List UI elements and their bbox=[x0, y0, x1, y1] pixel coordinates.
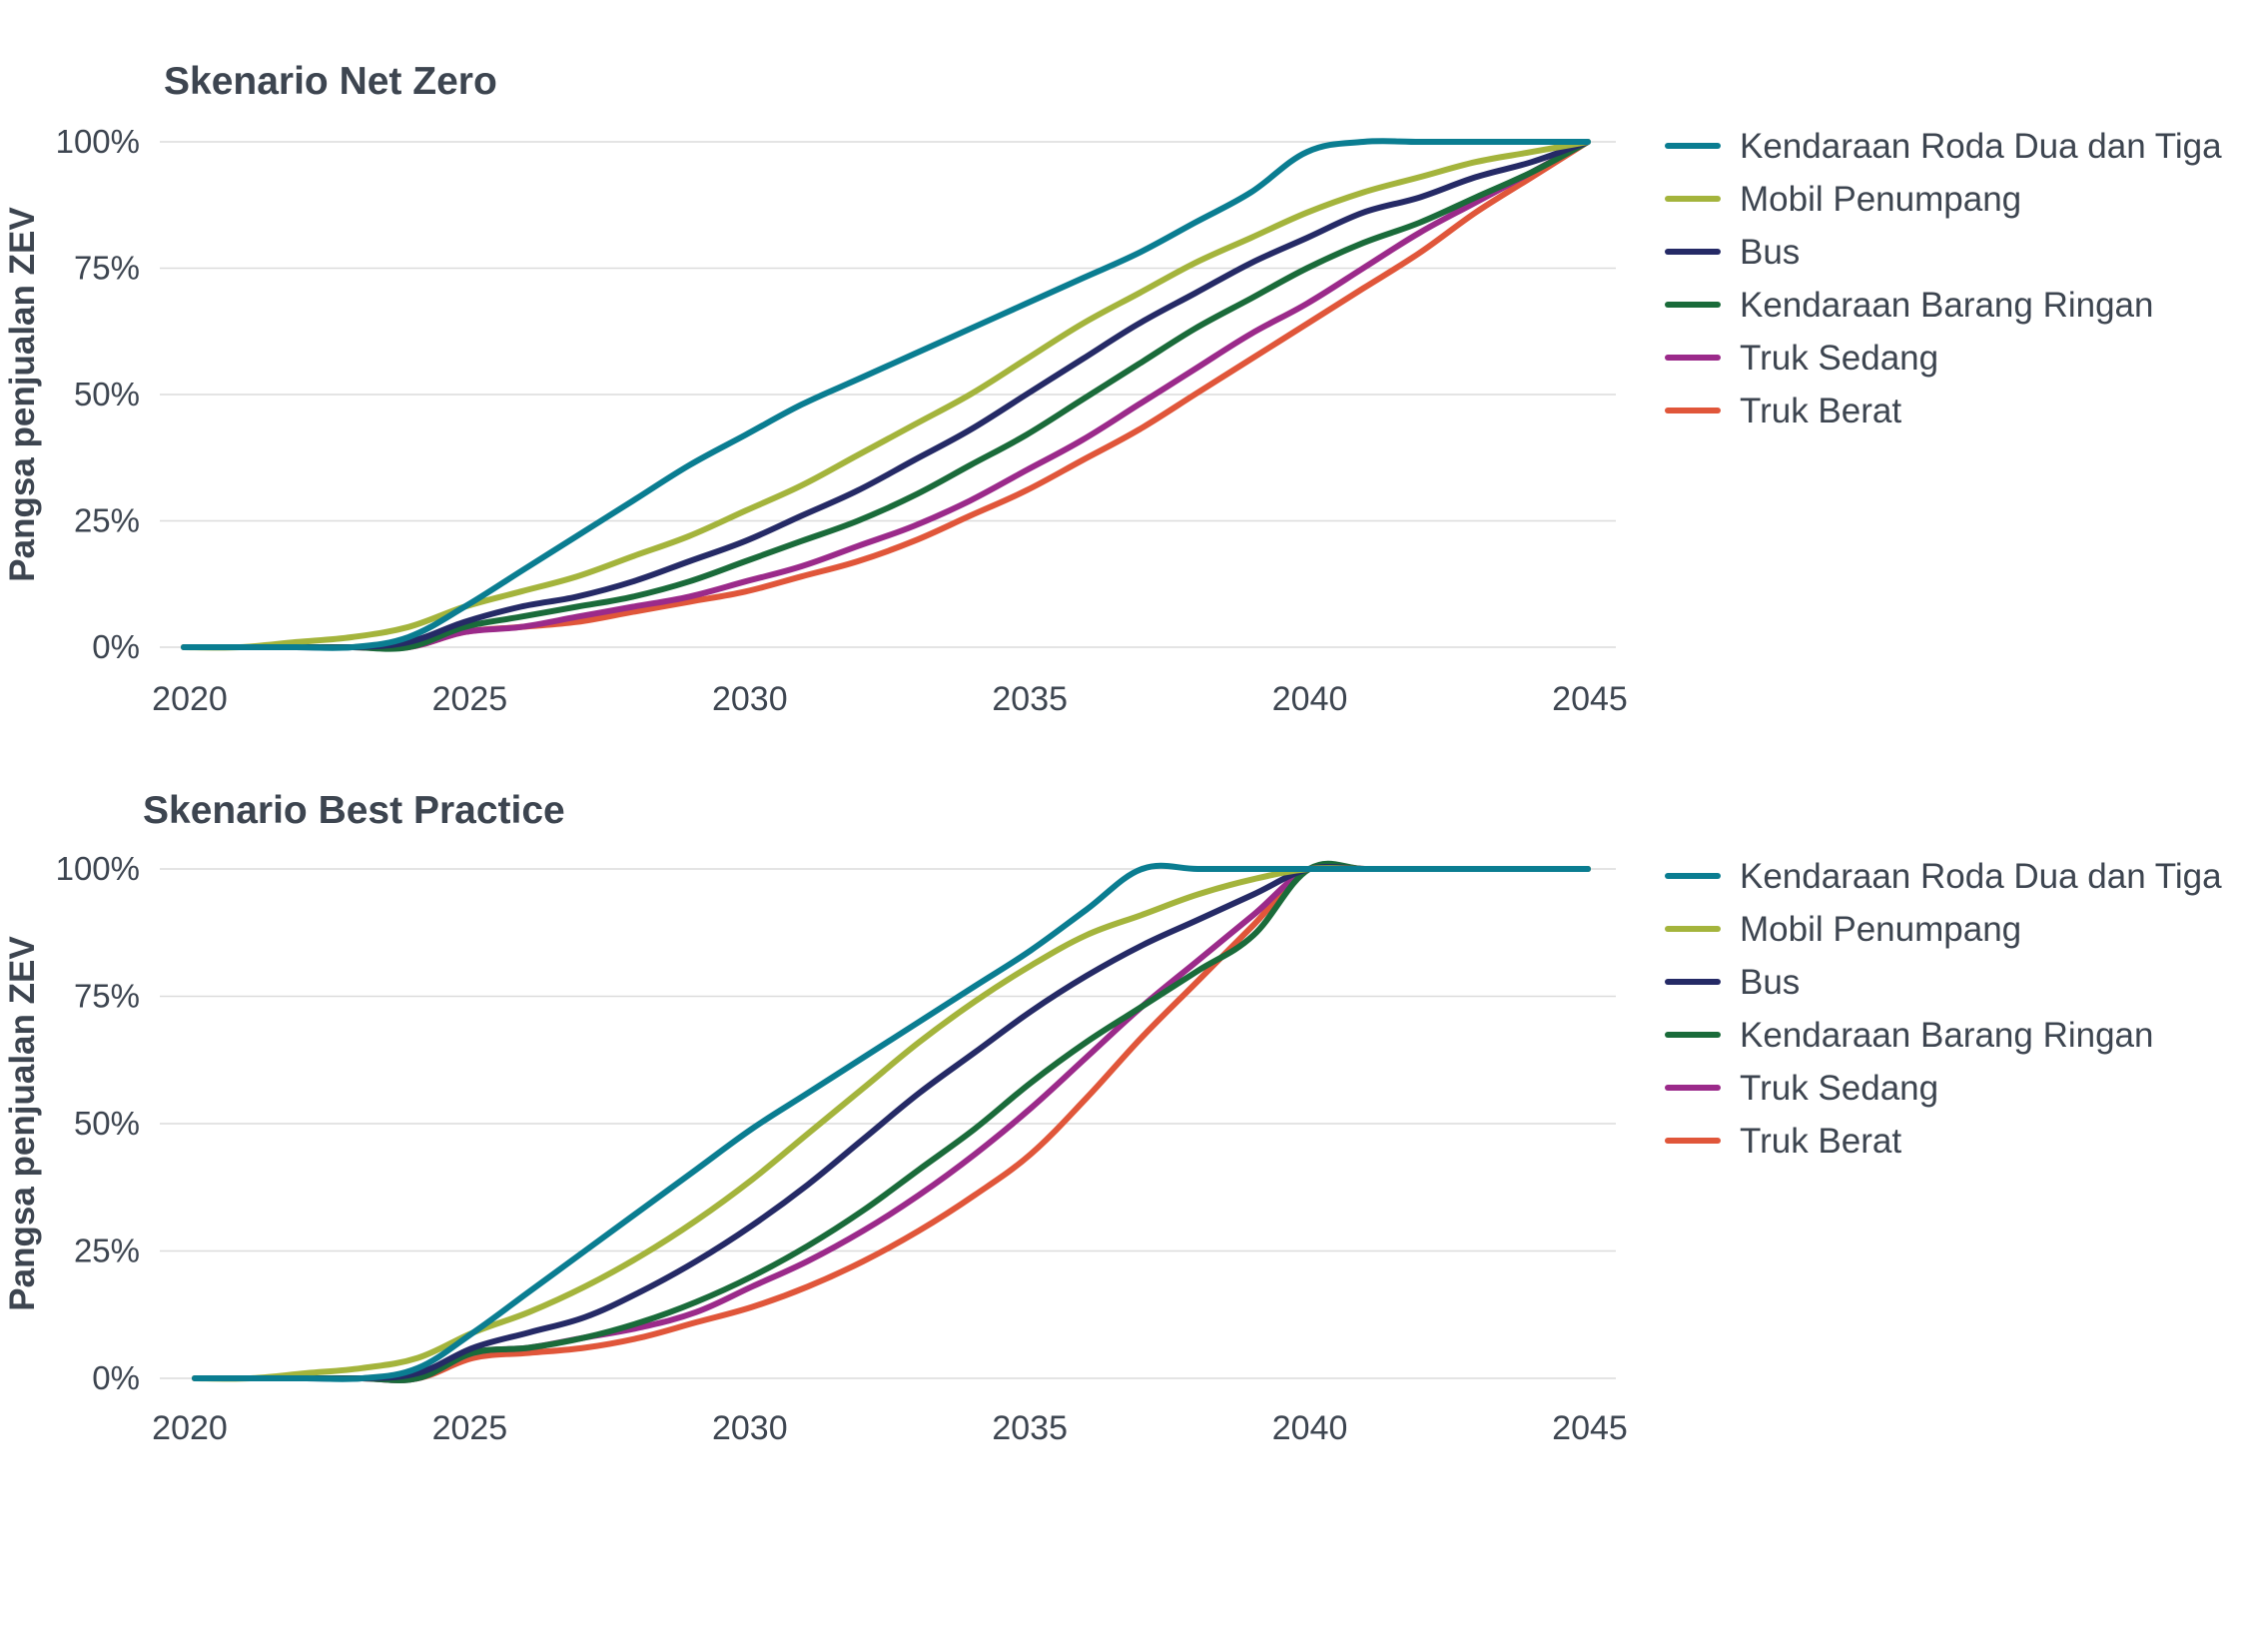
y-tick-label: 50% bbox=[74, 1105, 140, 1142]
x-tick-label: 2035 bbox=[992, 680, 1068, 718]
x-tick-label: 2020 bbox=[152, 1409, 228, 1447]
legend-label: Mobil Penumpang bbox=[1740, 180, 2021, 219]
legend-label: Kendaraan Roda Dua dan Tiga bbox=[1740, 857, 2222, 896]
legend-item: Kendaraan Barang Ringan bbox=[1665, 286, 2153, 325]
x-tick-label: 2040 bbox=[1272, 1409, 1348, 1447]
y-tick-label: 25% bbox=[74, 502, 140, 539]
series-line-3 bbox=[192, 863, 1591, 1382]
legend-item: Mobil Penumpang bbox=[1665, 180, 2021, 219]
legend-item: Kendaraan Roda Dua dan Tiga bbox=[1665, 127, 2222, 166]
series-line-6 bbox=[192, 861, 1591, 1383]
chart-title: Skenario Best Practice bbox=[143, 789, 565, 832]
series-line-1 bbox=[192, 862, 1591, 1382]
series-line-1 bbox=[181, 138, 1591, 651]
legend-item: Truk Berat bbox=[1665, 1122, 1901, 1161]
series-line-4 bbox=[181, 139, 1591, 652]
series-line-3 bbox=[181, 139, 1591, 651]
y-tick-label: 100% bbox=[56, 850, 140, 887]
legend-label: Truk Sedang bbox=[1740, 1069, 1938, 1108]
x-tick-label: 2030 bbox=[712, 1409, 788, 1447]
y-tick-label: 50% bbox=[74, 376, 140, 413]
chart-title: Skenario Net Zero bbox=[164, 60, 497, 103]
x-tick-label: 2025 bbox=[432, 680, 508, 718]
legend-item: Kendaraan Barang Ringan bbox=[1665, 1016, 2153, 1055]
legend-item: Truk Sedang bbox=[1665, 339, 1938, 378]
y-tick-label: 0% bbox=[92, 628, 140, 665]
y-tick-label: 0% bbox=[92, 1359, 140, 1396]
series-line-2 bbox=[181, 139, 1591, 651]
y-axis-title: Pangsa penjualan ZEV bbox=[3, 936, 42, 1311]
legend-label: Truk Berat bbox=[1740, 392, 1901, 430]
legend-item: Kendaraan Roda Dua dan Tiga bbox=[1665, 857, 2222, 896]
y-tick-label: 75% bbox=[74, 250, 140, 287]
series-line-5 bbox=[192, 862, 1591, 1384]
legend-label: Kendaraan Barang Ringan bbox=[1740, 286, 2153, 325]
x-tick-label: 2045 bbox=[1552, 1409, 1628, 1447]
legend-label: Bus bbox=[1740, 963, 1800, 1002]
x-tick-label: 2020 bbox=[152, 680, 228, 718]
legend-item: Mobil Penumpang bbox=[1665, 910, 2021, 949]
legend-item: Truk Berat bbox=[1665, 392, 1901, 430]
legend-item: Bus bbox=[1665, 963, 1800, 1002]
series-line-4 bbox=[192, 860, 1591, 1384]
chart-panel-2: Skenario Best Practice Pangsa penjualan Z… bbox=[3, 789, 2222, 1447]
legend-label: Truk Sedang bbox=[1740, 339, 1938, 378]
legend-label: Truk Berat bbox=[1740, 1122, 1901, 1161]
x-tick-label: 2025 bbox=[432, 1409, 508, 1447]
legend-label: Kendaraan Roda Dua dan Tiga bbox=[1740, 127, 2222, 166]
x-tick-label: 2035 bbox=[992, 1409, 1068, 1447]
chart-panel-1: Skenario Net Zero Pangsa penjualan ZEV 0% 2… bbox=[3, 60, 2222, 718]
legend-item: Truk Sedang bbox=[1665, 1069, 1938, 1108]
y-tick-label: 100% bbox=[56, 123, 140, 160]
y-tick-label: 25% bbox=[74, 1233, 140, 1269]
legend-label: Mobil Penumpang bbox=[1740, 910, 2021, 949]
legend-label: Kendaraan Barang Ringan bbox=[1740, 1016, 2153, 1055]
x-tick-label: 2030 bbox=[712, 680, 788, 718]
x-tick-label: 2040 bbox=[1272, 680, 1348, 718]
legend-label: Bus bbox=[1740, 233, 1800, 272]
y-axis-title: Pangsa penjualan ZEV bbox=[3, 207, 42, 582]
legend-item: Bus bbox=[1665, 233, 1800, 272]
y-tick-label: 75% bbox=[74, 978, 140, 1015]
x-tick-label: 2045 bbox=[1552, 680, 1628, 718]
